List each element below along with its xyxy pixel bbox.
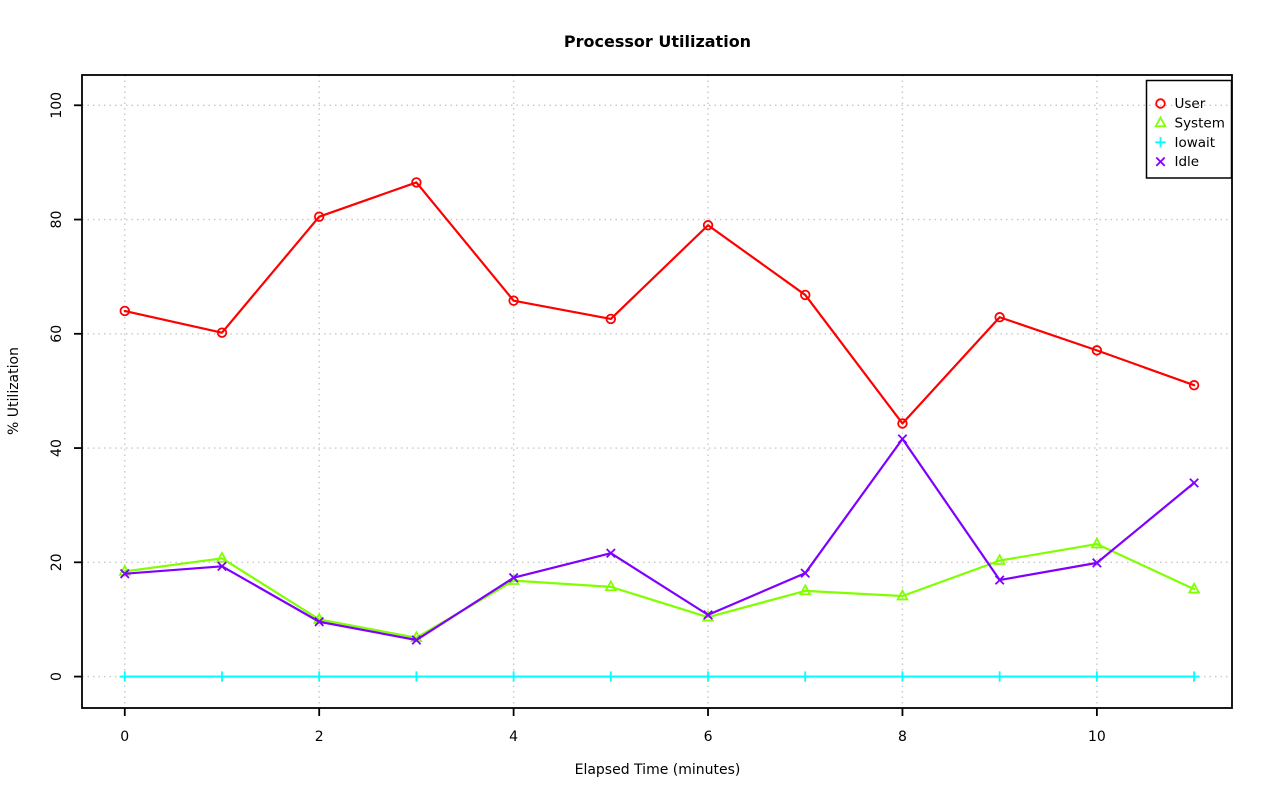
y-tick-label: 20: [49, 553, 65, 571]
series-system: [118, 536, 1201, 643]
marker-circle: [994, 312, 1005, 323]
marker-plus: [1155, 137, 1166, 148]
marker-triangle: [1187, 581, 1201, 594]
marker-circle: [702, 220, 714, 231]
marker-circle: [411, 177, 422, 188]
legend-item-iowait: Iowait: [1155, 135, 1215, 151]
legend-box: [1145, 79, 1233, 179]
marker-circle: [1188, 380, 1200, 391]
marker-plus: [605, 671, 617, 682]
x-axis-label: Elapsed Time (minutes): [574, 762, 741, 778]
y-tick-label: 100: [49, 92, 65, 119]
marker-x: [217, 561, 227, 572]
marker-x: [1155, 156, 1166, 167]
marker-x: [1189, 478, 1199, 488]
marker-x: [703, 610, 713, 620]
marker-circle: [1155, 98, 1166, 109]
y-tick-label: 0: [49, 672, 65, 681]
marker-plus: [508, 671, 519, 682]
series-line: [123, 181, 1196, 425]
marker-plus: [313, 671, 325, 682]
legend-item-system: System: [1154, 115, 1225, 131]
series-iowait: [119, 671, 1200, 682]
x-tick-label: 6: [704, 729, 713, 745]
x-tick-label: 8: [898, 729, 907, 745]
marker-circle: [216, 327, 228, 338]
marker-circle: [897, 418, 908, 429]
marker-circle: [313, 211, 325, 222]
x-tick-label: 2: [315, 729, 324, 745]
marker-triangle: [896, 588, 909, 601]
marker-triangle: [993, 553, 1006, 565]
y-tick-label: 80: [49, 211, 65, 229]
marker-x: [508, 572, 519, 583]
marker-plus: [897, 671, 908, 682]
chart-title: Processor Utilization: [563, 32, 752, 51]
marker-x: [897, 434, 908, 444]
marker-triangle: [1154, 115, 1167, 128]
marker-plus: [800, 671, 811, 682]
marker-circle: [605, 313, 617, 325]
marker-plus: [994, 671, 1005, 682]
marker-x: [1092, 558, 1102, 568]
marker-plus: [702, 671, 714, 682]
marker-circle: [800, 289, 811, 301]
marker-circle: [1091, 345, 1103, 356]
y-tick-label: 60: [49, 325, 65, 343]
marker-plus: [119, 671, 130, 682]
x-tick-label: 10: [1088, 729, 1106, 745]
marker-triangle: [1090, 536, 1104, 549]
axis-ticks: [74, 104, 1098, 716]
marker-plus: [411, 671, 422, 682]
legend-label: System: [1175, 115, 1225, 131]
y-tick-label: 40: [49, 439, 65, 457]
marker-circle: [119, 305, 130, 317]
marker-x: [605, 548, 616, 559]
series-user: [119, 177, 1200, 429]
marker-circle: [508, 295, 519, 306]
plot-border: [81, 74, 1233, 709]
marker-x: [800, 568, 811, 579]
marker-triangle: [798, 583, 812, 596]
series-line: [123, 542, 1196, 639]
legend: User System Iowait Idle: [1145, 79, 1233, 179]
x-tick-label: 0: [120, 729, 129, 745]
marker-x: [411, 635, 422, 645]
x-tick-label: 4: [509, 729, 518, 745]
legend-item-idle: Idle: [1155, 154, 1200, 170]
legend-item-user: User: [1155, 96, 1206, 112]
marker-plus: [216, 671, 228, 682]
series-idle: [119, 434, 1199, 645]
marker-plus: [1188, 671, 1200, 682]
marker-x: [994, 575, 1005, 585]
legend-label: User: [1175, 96, 1206, 112]
marker-x: [314, 616, 325, 627]
marker-x: [119, 568, 130, 579]
marker-triangle: [604, 579, 618, 592]
marker-plus: [1091, 671, 1103, 682]
legend-label: Iowait: [1175, 135, 1216, 151]
gridlines: [82, 75, 1232, 708]
series-line: [123, 437, 1196, 642]
marker-triangle: [215, 551, 229, 563]
legend-label: Idle: [1175, 154, 1200, 170]
